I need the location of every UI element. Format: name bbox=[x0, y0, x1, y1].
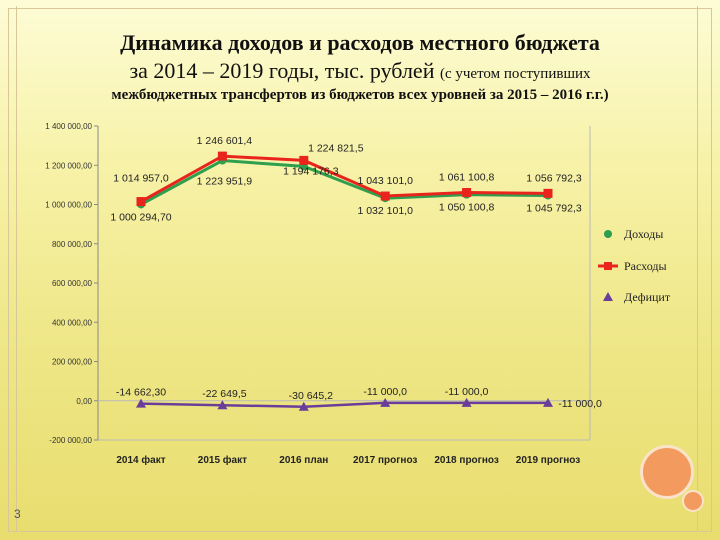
data-label: 1 056 792,3 bbox=[526, 172, 582, 184]
data-label: 1 045 792,3 bbox=[526, 203, 582, 215]
y-tick-label: 400 000,00 bbox=[52, 318, 93, 327]
data-point bbox=[299, 155, 309, 165]
data-label: -11 000,0 bbox=[445, 386, 489, 398]
y-tick-label: 1 000 000,00 bbox=[45, 201, 92, 210]
data-label: 1 050 100,8 bbox=[439, 202, 495, 214]
y-tick-label: 1 400 000,00 bbox=[45, 122, 92, 131]
data-label: 1 246 601,4 bbox=[197, 135, 253, 147]
x-category-label: 2014 факт bbox=[116, 454, 165, 466]
data-point bbox=[217, 400, 228, 410]
legend-label: Доходы bbox=[624, 227, 663, 241]
x-category-label: 2017 прогноз bbox=[353, 455, 417, 466]
data-label: -22 649,5 bbox=[202, 388, 247, 400]
chart-title-line2: за 2014 – 2019 годы, тыс. рублей (с учет… bbox=[40, 58, 680, 84]
data-label: -14 662,30 bbox=[116, 387, 166, 399]
data-label: -30 645,2 bbox=[289, 390, 334, 402]
slide-frame-outer bbox=[8, 8, 712, 532]
series-line-2 bbox=[140, 154, 549, 203]
data-point bbox=[461, 397, 472, 407]
data-label: 1 224 821,5 bbox=[308, 142, 364, 154]
y-tick-label: 1 200 000,00 bbox=[45, 161, 92, 170]
data-label: 1 223 951,9 bbox=[197, 176, 253, 188]
legend-marker-triangle bbox=[603, 292, 613, 301]
series-line-1 bbox=[140, 159, 549, 206]
data-labels: 1 000 294,70 1 223 951,9 1 194 176,3 1 032 … bbox=[110, 135, 602, 410]
series-layer bbox=[136, 151, 553, 411]
data-point bbox=[543, 188, 553, 198]
page-number: 3 bbox=[14, 507, 21, 521]
x-category-label: 2016 план bbox=[279, 455, 328, 466]
decor-circle-large bbox=[640, 445, 694, 499]
y-tick-label: 200 000,00 bbox=[52, 358, 93, 367]
data-label: -11 000,0 bbox=[558, 398, 602, 410]
series-line-3 bbox=[140, 401, 548, 409]
y-tick-label: 800 000,00 bbox=[52, 240, 93, 249]
data-label: 1 014 957,0 bbox=[113, 173, 169, 185]
legend-label: Расходы bbox=[624, 259, 667, 273]
data-point bbox=[217, 151, 227, 161]
x-category-label: 2019 прогноз bbox=[516, 455, 580, 466]
data-label: 1 032 101,0 bbox=[357, 205, 413, 217]
data-point bbox=[462, 188, 472, 198]
y-tick-label: 0,00 bbox=[76, 397, 92, 406]
data-point bbox=[136, 398, 146, 408]
x-axis-categories: 2014 факт 2015 факт 2016 план 2017 прогноз 2… bbox=[116, 454, 580, 466]
chart-title-line3: межбюджетных трансфертов из бюджетов все… bbox=[111, 87, 609, 103]
legend-marker-square bbox=[604, 262, 612, 270]
x-category-label: 2018 прогноз bbox=[434, 455, 498, 466]
chart-legend: Доходы Расходы Дефицит bbox=[598, 227, 671, 304]
chart-title-line2-main: за 2014 – 2019 годы, тыс. рублей bbox=[129, 58, 435, 83]
legend-marker-circle bbox=[604, 230, 612, 238]
data-point bbox=[380, 191, 390, 201]
data-point bbox=[136, 197, 146, 207]
slide-frame-inner bbox=[16, 6, 698, 532]
chart-title-line2-note: (с учетом поступивших bbox=[439, 66, 591, 82]
data-point bbox=[380, 397, 391, 407]
y-tick-label: -200 000,00 bbox=[49, 436, 92, 445]
decor-circle-small bbox=[682, 490, 704, 512]
x-category-label: 2015 факт bbox=[198, 454, 247, 466]
y-tick-label: 600 000,00 bbox=[52, 279, 93, 288]
chart-title-line1: Динамика доходов и расходов местного бюд… bbox=[120, 30, 600, 55]
data-point bbox=[298, 401, 309, 411]
data-point bbox=[543, 397, 553, 407]
y-axis: -200 000,00 0,00 200 000,00 400 000,00 600 0… bbox=[45, 122, 591, 445]
data-label: -11 000,0 bbox=[363, 386, 407, 398]
data-label: 1 043 101,0 bbox=[357, 175, 413, 187]
data-label: 1 194 176,3 bbox=[283, 165, 339, 177]
legend-label: Дефицит bbox=[624, 290, 671, 304]
data-label: 1 000 294,70 bbox=[110, 211, 171, 223]
data-label: 1 061 100,8 bbox=[439, 172, 495, 184]
